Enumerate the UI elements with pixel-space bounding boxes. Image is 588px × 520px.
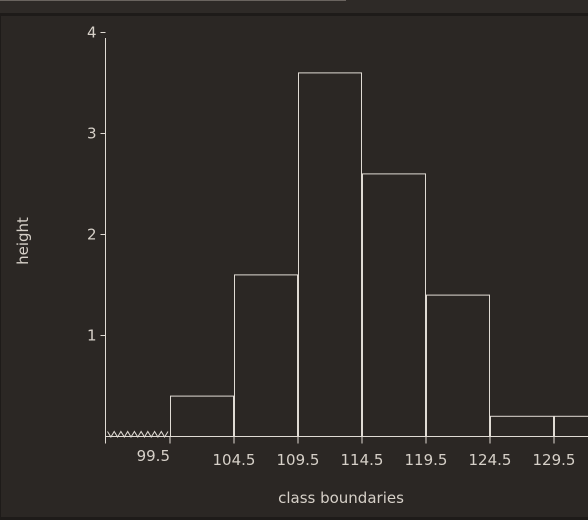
histogram-bar-5	[426, 294, 490, 437]
axes-layer	[105, 38, 588, 443]
histogram-bar-4	[362, 173, 426, 437]
toolbar-tab-strip[interactable]	[0, 0, 346, 1]
bars-layer	[170, 72, 588, 438]
bottom-divider	[0, 517, 588, 520]
histogram-bar-1	[170, 395, 234, 438]
y-tick-label: 4	[87, 24, 97, 42]
histogram-bar-6	[490, 415, 554, 437]
y-ticks: 1 2 3 4	[87, 24, 106, 345]
x-axis-label: class boundaries	[278, 489, 404, 507]
x-tick-label: 99.5	[137, 447, 170, 465]
x-tick-label: 109.5	[277, 451, 320, 469]
x-tick-label: 114.5	[341, 451, 384, 469]
y-tick-label: 3	[87, 125, 97, 143]
top-toolbar	[0, 0, 588, 14]
histogram-bar-3	[298, 72, 362, 438]
toolbar-divider	[0, 13, 588, 16]
x-tick-label: 124.5	[469, 451, 512, 469]
histogram-bar-2	[234, 274, 298, 437]
histogram-bar-7	[554, 415, 588, 437]
x-tick-label: 129.5	[533, 451, 576, 469]
x-tick-label: 119.5	[405, 451, 448, 469]
y-axis-label: height	[14, 217, 32, 265]
x-ticks: 99.5 104.5 109.5 114.5 119.5 124.5 129.5	[105, 436, 576, 469]
y-tick-label: 1	[87, 327, 97, 345]
axis-break-zigzag	[107, 430, 169, 438]
y-tick-label: 2	[87, 226, 97, 244]
x-tick-label: 104.5	[213, 451, 256, 469]
